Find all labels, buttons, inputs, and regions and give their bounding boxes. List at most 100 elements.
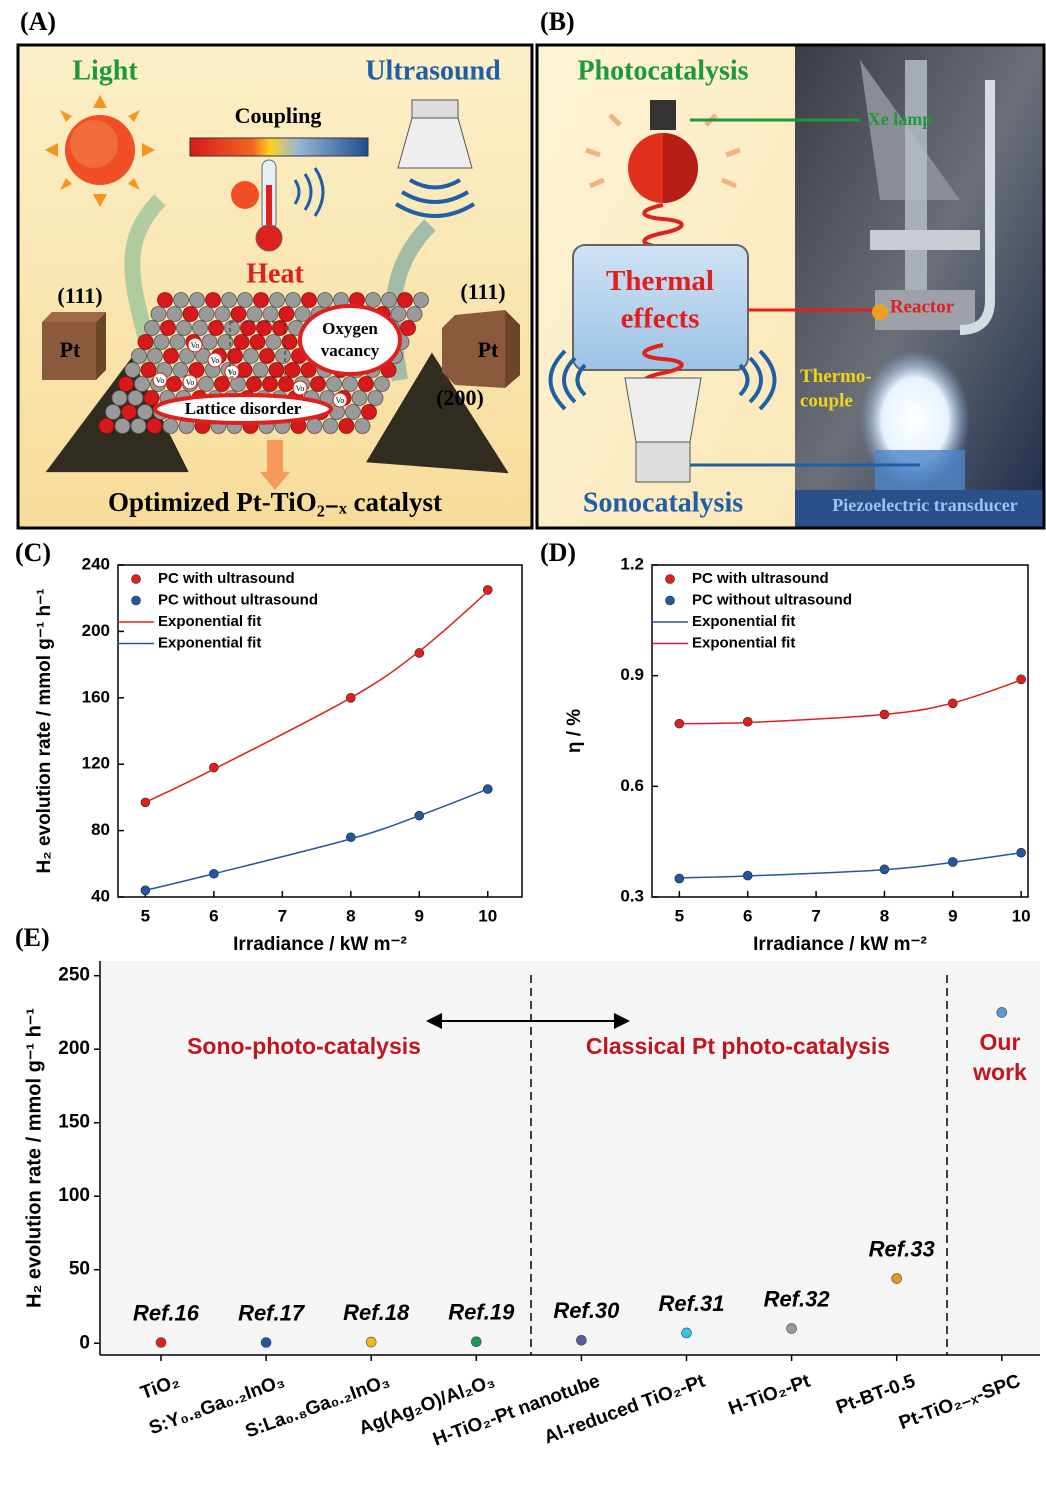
facet-label: (111) [460, 279, 505, 304]
data-point [787, 1324, 797, 1334]
legend-label: PC with ultrasound [158, 570, 295, 587]
vacancy-label: Vo [191, 341, 200, 350]
atom [375, 377, 390, 392]
atom [346, 405, 361, 420]
coupling-bar [190, 138, 368, 156]
atom [106, 405, 121, 420]
vacancy-label: Vo [211, 356, 220, 365]
data-point [156, 1338, 166, 1348]
atom [190, 293, 205, 308]
legend-label: Exponential fit [692, 613, 795, 630]
point-label: Ref.30 [553, 1298, 620, 1323]
atom [244, 349, 259, 364]
atom [161, 321, 176, 336]
x-tick-label: 10 [1012, 906, 1031, 925]
atom [99, 419, 114, 434]
atom [167, 307, 182, 322]
data-point [675, 874, 684, 883]
panel-label: (E) [15, 923, 50, 952]
y-tick-label: 0.3 [620, 886, 644, 905]
atom [254, 293, 269, 308]
atom [147, 419, 162, 434]
y-tick-label: 40 [91, 886, 110, 905]
panel-label: (B) [540, 7, 575, 36]
data-point [1017, 675, 1026, 684]
atom [193, 321, 208, 336]
facet-label: (111) [57, 283, 102, 308]
atom [401, 321, 416, 336]
atom [122, 405, 137, 420]
annotation: Sono-photo-catalysis [187, 1033, 421, 1059]
atom [318, 293, 333, 308]
y-axis-title: η / % [564, 709, 585, 753]
atom [215, 307, 230, 322]
label-coupling: Coupling [235, 103, 322, 128]
atom [154, 335, 169, 350]
x-tick-label: 5 [675, 906, 684, 925]
atom [257, 321, 272, 336]
atom [237, 363, 252, 378]
atom [266, 335, 281, 350]
atom [368, 391, 383, 406]
y-tick-label: 80 [91, 820, 110, 839]
vacancy-bubble [300, 306, 400, 374]
atom [177, 321, 192, 336]
atom [285, 363, 300, 378]
label-lattice-disorder: Lattice disorder [185, 399, 302, 418]
legend-label: Exponential fit [692, 634, 795, 651]
atom [141, 363, 156, 378]
atom [225, 321, 240, 336]
atom [119, 377, 134, 392]
atom [163, 419, 178, 434]
atom [269, 363, 284, 378]
data-point [997, 1007, 1007, 1017]
x-tick-label: 7 [811, 906, 820, 925]
atom [260, 349, 275, 364]
label-sonocatalysis: Sonocatalysis [583, 487, 743, 518]
label-light: Light [72, 55, 138, 86]
label-ultrasound: Ultrasound [365, 55, 501, 86]
atom [247, 307, 262, 322]
cube-label: Pt [60, 337, 81, 362]
atom [138, 405, 153, 420]
y-axis-title: H₂ evolution rate / mmol g⁻¹ h⁻¹ [23, 1008, 45, 1308]
atom [167, 377, 182, 392]
point-label: Ref.19 [448, 1300, 515, 1325]
data-point [682, 1328, 692, 1338]
atom [199, 377, 214, 392]
atom [112, 391, 127, 406]
atom [307, 419, 322, 434]
atom [355, 419, 370, 434]
label-heat: Heat [246, 258, 304, 289]
legend-marker [132, 596, 141, 605]
atom [164, 349, 179, 364]
atom [391, 307, 406, 322]
atom [302, 293, 317, 308]
atom [327, 377, 342, 392]
vacancy-label: Vo [186, 378, 195, 387]
x-axis-title: Irradiance / kW m⁻² [233, 934, 407, 955]
point-label: Ref.33 [869, 1236, 935, 1261]
caption: Optimized Pt-TiO₂₋ₓ catalyst [108, 487, 442, 517]
legend-label: PC without ultrasound [158, 591, 318, 608]
atom [222, 293, 237, 308]
label-transducer: Piezoelectric transducer [832, 495, 1017, 515]
x-tick-label: 8 [346, 906, 355, 925]
x-tick-label: 5 [141, 906, 150, 925]
atom [339, 419, 354, 434]
legend-label: Exponential fit [158, 634, 261, 651]
atom [276, 349, 291, 364]
atom [414, 293, 429, 308]
label-photocatalysis: Photocatalysis [577, 55, 748, 86]
point-label: Ref.32 [764, 1286, 831, 1311]
point-label: Ref.31 [658, 1291, 724, 1316]
atom [144, 391, 159, 406]
atom [382, 293, 397, 308]
legend-label: Exponential fit [158, 613, 261, 630]
x-tick-label: H-TiO₂-Pt [726, 1370, 814, 1419]
y-tick-label: 0.6 [620, 776, 644, 795]
atom [128, 391, 143, 406]
atom [206, 293, 221, 308]
atom [398, 293, 413, 308]
data-point [483, 585, 492, 594]
